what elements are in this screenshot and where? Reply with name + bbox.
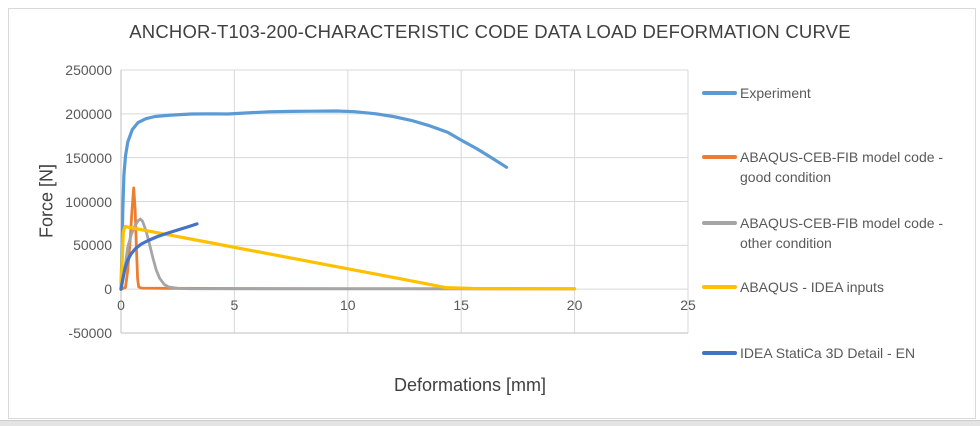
legend-line-swatch — [702, 351, 737, 355]
legend-line-swatch — [702, 285, 737, 289]
y-tick-label: 150000 — [65, 149, 112, 166]
x-tick-label: 25 — [680, 297, 696, 313]
legend-item: IDEA StatiCa 3D Detail - EN — [702, 343, 954, 363]
y-tick-label: 200000 — [65, 105, 112, 122]
y-tick-label: 50000 — [73, 237, 112, 254]
legend-line-swatch — [702, 221, 737, 225]
x-tick-label: 0 — [117, 297, 125, 313]
legend-label: IDEA StatiCa 3D Detail - EN — [740, 345, 916, 361]
plot-area — [119, 69, 689, 334]
y-tick-label: 0 — [104, 281, 112, 298]
y-tick-label: 100000 — [65, 193, 112, 210]
y-tick-label: 250000 — [65, 62, 112, 78]
legend-item: Experiment — [702, 83, 954, 103]
x-tick-label: 15 — [453, 297, 469, 313]
legend-label: ABAQUS - IDEA inputs — [740, 279, 884, 295]
legend-item: ABAQUS-CEB-FIB model code - good conditi… — [702, 147, 954, 187]
series-line-5 — [119, 222, 199, 291]
x-tick-label: 10 — [340, 297, 356, 313]
legend-line-swatch — [702, 155, 737, 159]
x-axis-title: Deformations [mm] — [393, 375, 547, 395]
spreadsheet-row-edge — [0, 420, 980, 426]
legend-item: ABAQUS-CEB-FIB model code - other condit… — [702, 213, 954, 253]
chart-title: ANCHOR-T103-200-CHARACTERISTIC CODE DATA… — [129, 21, 851, 42]
legend-label: Experiment — [740, 85, 811, 101]
x-tick-label: 5 — [230, 297, 239, 313]
series-line-3 — [119, 217, 577, 291]
legend-label: ABAQUS-CEB-FIB model code - other condit… — [740, 215, 944, 251]
series-line-4 — [119, 224, 577, 291]
legend-item: ABAQUS - IDEA inputs — [702, 277, 954, 297]
x-tick-label: 20 — [566, 297, 583, 313]
legend-label: ABAQUS-CEB-FIB model code - good conditi… — [740, 149, 944, 185]
data-series-lines — [119, 109, 577, 291]
y-tick-label: -50000 — [68, 325, 112, 341]
series-line-1 — [119, 109, 509, 291]
chart-frame — [8, 8, 976, 419]
gridlines — [121, 69, 689, 333]
legend-line-swatch — [702, 91, 737, 95]
